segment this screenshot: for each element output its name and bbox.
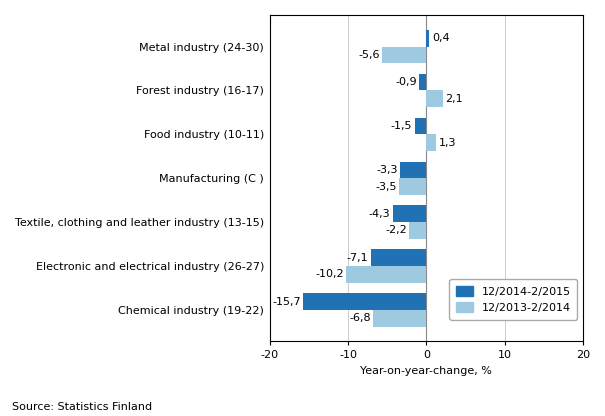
Text: 2,1: 2,1 <box>445 94 463 104</box>
Text: -1,5: -1,5 <box>391 121 412 131</box>
Bar <box>414 118 427 134</box>
X-axis label: Year-on-year-change, %: Year-on-year-change, % <box>361 366 492 376</box>
Text: -15,7: -15,7 <box>272 297 301 307</box>
Bar <box>419 74 427 90</box>
Text: -3,5: -3,5 <box>375 181 396 192</box>
Bar <box>409 222 427 239</box>
Text: 0,4: 0,4 <box>432 33 450 43</box>
Bar <box>427 134 436 151</box>
Text: -10,2: -10,2 <box>315 270 344 280</box>
Text: -2,2: -2,2 <box>385 225 407 235</box>
Bar <box>427 90 443 107</box>
Bar <box>401 161 427 178</box>
Text: 1,3: 1,3 <box>439 138 456 148</box>
Legend: 12/2014-2/2015, 12/2013-2/2014: 12/2014-2/2015, 12/2013-2/2014 <box>450 279 577 319</box>
Bar <box>347 266 427 283</box>
Bar <box>373 310 427 327</box>
Text: -6,8: -6,8 <box>349 313 371 323</box>
Bar <box>371 249 427 266</box>
Text: -0,9: -0,9 <box>395 77 417 87</box>
Bar <box>303 293 427 310</box>
Bar <box>393 206 427 222</box>
Bar <box>399 178 427 195</box>
Bar <box>382 47 427 63</box>
Text: -7,1: -7,1 <box>347 253 368 262</box>
Text: Source: Statistics Finland: Source: Statistics Finland <box>12 402 152 412</box>
Text: -3,3: -3,3 <box>377 165 398 175</box>
Text: -5,6: -5,6 <box>359 50 380 60</box>
Text: -4,3: -4,3 <box>368 209 390 219</box>
Bar <box>427 30 430 47</box>
